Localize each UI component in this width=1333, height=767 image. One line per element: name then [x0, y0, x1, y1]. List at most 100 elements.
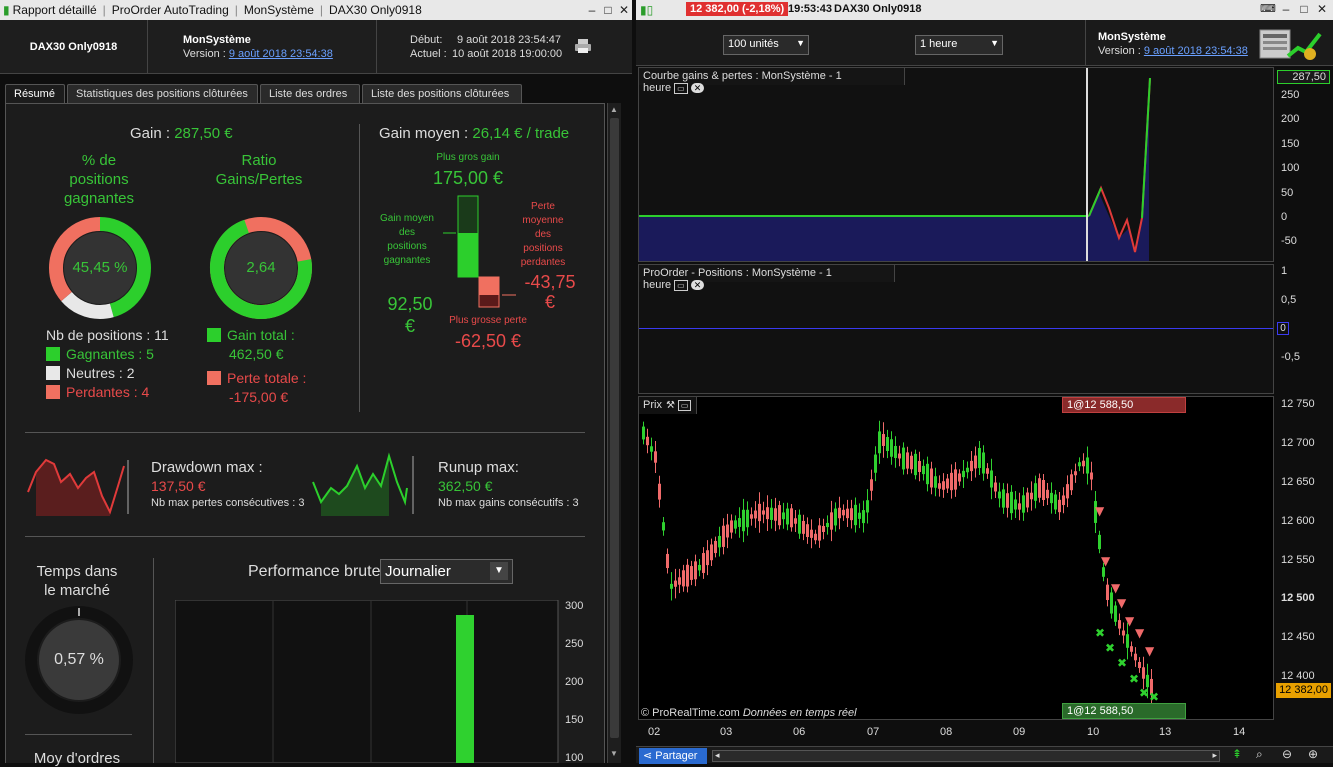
proorder-icon[interactable]	[1258, 26, 1326, 62]
scroll-thumb[interactable]	[610, 118, 619, 738]
green-square-icon	[46, 347, 60, 361]
tab-liste-positions[interactable]: Liste des positions clôturées	[362, 84, 522, 103]
candle	[1018, 503, 1021, 510]
title-tab-rapport[interactable]: Rapport détaillé	[12, 3, 97, 17]
title-tab-proorder[interactable]: ProOrder AutoTrading	[111, 3, 229, 17]
candle	[838, 507, 841, 519]
left-scrollbar[interactable]: ▲ ▼	[607, 103, 621, 763]
tab-liste-ordres[interactable]: Liste des ordres	[260, 84, 360, 103]
period-value: 1 heure	[920, 38, 958, 50]
perf-label: Performance brute	[248, 563, 381, 580]
title-tab-instrument[interactable]: DAX30 Only0918	[329, 3, 422, 17]
close-icon[interactable]: ✕	[690, 83, 705, 93]
y-tick: 150	[1281, 138, 1300, 150]
y-tick: 12 600	[1281, 515, 1315, 527]
zoom-fit-icon[interactable]: ⌕	[1256, 747, 1263, 761]
legend-gagnantes: Gagnantes : 5	[46, 345, 169, 364]
scroll-left-icon[interactable]: ◂	[715, 750, 720, 760]
add-indicator-icon[interactable]: ⇞	[1232, 747, 1243, 761]
perte-totale-value: -175,00 €	[229, 389, 289, 405]
maximize-icon[interactable]: □	[1300, 2, 1308, 16]
candle	[1046, 489, 1049, 499]
nb-positions: Nb de positions : 11	[46, 327, 169, 343]
gain-moyen-value: 26,14 € / trade	[472, 125, 570, 142]
keyboard-icon[interactable]: ⌨	[1260, 3, 1276, 15]
candle	[1030, 492, 1033, 500]
candlestick-chart: ▼▼▼▼▼▼▼✖✖✖✖✖ ✖	[642, 420, 1159, 705]
scroll-up-icon[interactable]: ▲	[610, 105, 618, 114]
tab-statistiques[interactable]: Statistiques des positions clôturées	[67, 84, 258, 103]
candle	[986, 468, 989, 474]
report-header: DAX30 Only0918 MonSystème Version : 9 ao…	[0, 20, 632, 74]
candle	[1102, 567, 1105, 577]
horizontal-scrollbar[interactable]: ◂ ▸	[712, 750, 1220, 762]
pct-title-line: positions	[69, 171, 129, 188]
chevron-down-icon[interactable]: ▼	[990, 38, 999, 48]
divider	[25, 536, 585, 537]
gain-moyen: Gain moyen : 26,14 € / trade	[379, 125, 569, 142]
candle	[706, 550, 709, 566]
candle	[954, 469, 957, 490]
candle	[946, 478, 949, 489]
window-icon[interactable]: ▭	[674, 280, 688, 291]
candle	[874, 454, 877, 473]
minimize-icon[interactable]: –	[588, 3, 596, 17]
order-tag-top[interactable]: 1@12 588,50	[1062, 397, 1186, 413]
y-tick: -50	[1281, 235, 1297, 247]
candle	[1146, 674, 1149, 688]
share-button[interactable]: ⋖ Partager	[639, 748, 707, 764]
window-icon[interactable]: ▭	[677, 400, 692, 411]
wrench-icon[interactable]: ⚒	[665, 400, 675, 411]
buy-cross-icon: ✖	[1117, 656, 1127, 670]
close-icon[interactable]: ✕	[618, 3, 630, 17]
green-square-icon	[207, 328, 221, 342]
tab-resume[interactable]: Résumé	[5, 84, 65, 103]
chart-icon: ▮▯	[640, 3, 654, 17]
minimize-icon[interactable]: –	[1282, 2, 1290, 16]
label-line: positions	[523, 243, 563, 254]
maximize-icon[interactable]: □	[604, 3, 612, 17]
candle	[674, 580, 677, 587]
perf-chart	[175, 600, 559, 763]
units-select[interactable]: 100 unités ▼	[723, 35, 809, 55]
version-link[interactable]: 9 août 2018 23:54:38	[228, 48, 333, 60]
gain-moyen-label: Gain moyen :	[379, 125, 469, 142]
y-tick: 250	[1281, 89, 1300, 101]
gagnantes-label: Gagnantes : 5	[66, 346, 154, 362]
ratio-donut	[210, 217, 312, 319]
label-line: perdantes	[520, 257, 566, 268]
y-tick: 0,5	[1281, 294, 1297, 306]
chevron-down-icon[interactable]: ▼	[490, 562, 508, 580]
candle	[782, 512, 785, 520]
positions-panel-title: ProOrder - Positions : MonSystème - 1 he…	[639, 265, 895, 291]
candle	[962, 470, 965, 478]
period-select[interactable]: 1 heure ▼	[915, 35, 1003, 55]
neutres-label: Neutres : 2	[66, 365, 135, 381]
close-icon[interactable]: ✕	[690, 280, 705, 290]
candle	[1130, 646, 1133, 652]
panel-title: Prix	[643, 399, 662, 411]
close-icon[interactable]: ✕	[1316, 2, 1328, 16]
candle	[650, 446, 653, 452]
sell-arrow-icon: ▼	[1117, 596, 1127, 610]
order-tag-bottom[interactable]: 1@12 588,50	[1062, 703, 1186, 719]
title-tab-system[interactable]: MonSystème	[243, 3, 314, 17]
candle	[758, 503, 761, 522]
scroll-down-icon[interactable]: ▼	[610, 749, 618, 758]
candle	[894, 446, 897, 458]
candle	[710, 544, 713, 561]
pct-title-line: % de	[81, 152, 117, 169]
print-icon[interactable]	[573, 38, 593, 54]
chevron-down-icon[interactable]: ▼	[796, 38, 805, 48]
zoom-in-icon[interactable]: ⊕	[1308, 747, 1319, 761]
drawdown-value: 137,50 €	[151, 478, 206, 494]
label-line: Temps dans	[36, 563, 118, 580]
scroll-right-icon[interactable]: ▸	[1212, 750, 1217, 760]
y-tick: 300	[565, 600, 584, 612]
window-icon[interactable]: ▭	[674, 83, 688, 94]
perf-period-select[interactable]: Journalier ▼	[380, 559, 513, 584]
x-tick: 02	[648, 726, 661, 738]
zoom-out-icon[interactable]: ⊖	[1282, 747, 1293, 761]
version-link[interactable]: 9 août 2018 23:54:38	[1143, 45, 1248, 57]
candle	[1010, 491, 1013, 514]
